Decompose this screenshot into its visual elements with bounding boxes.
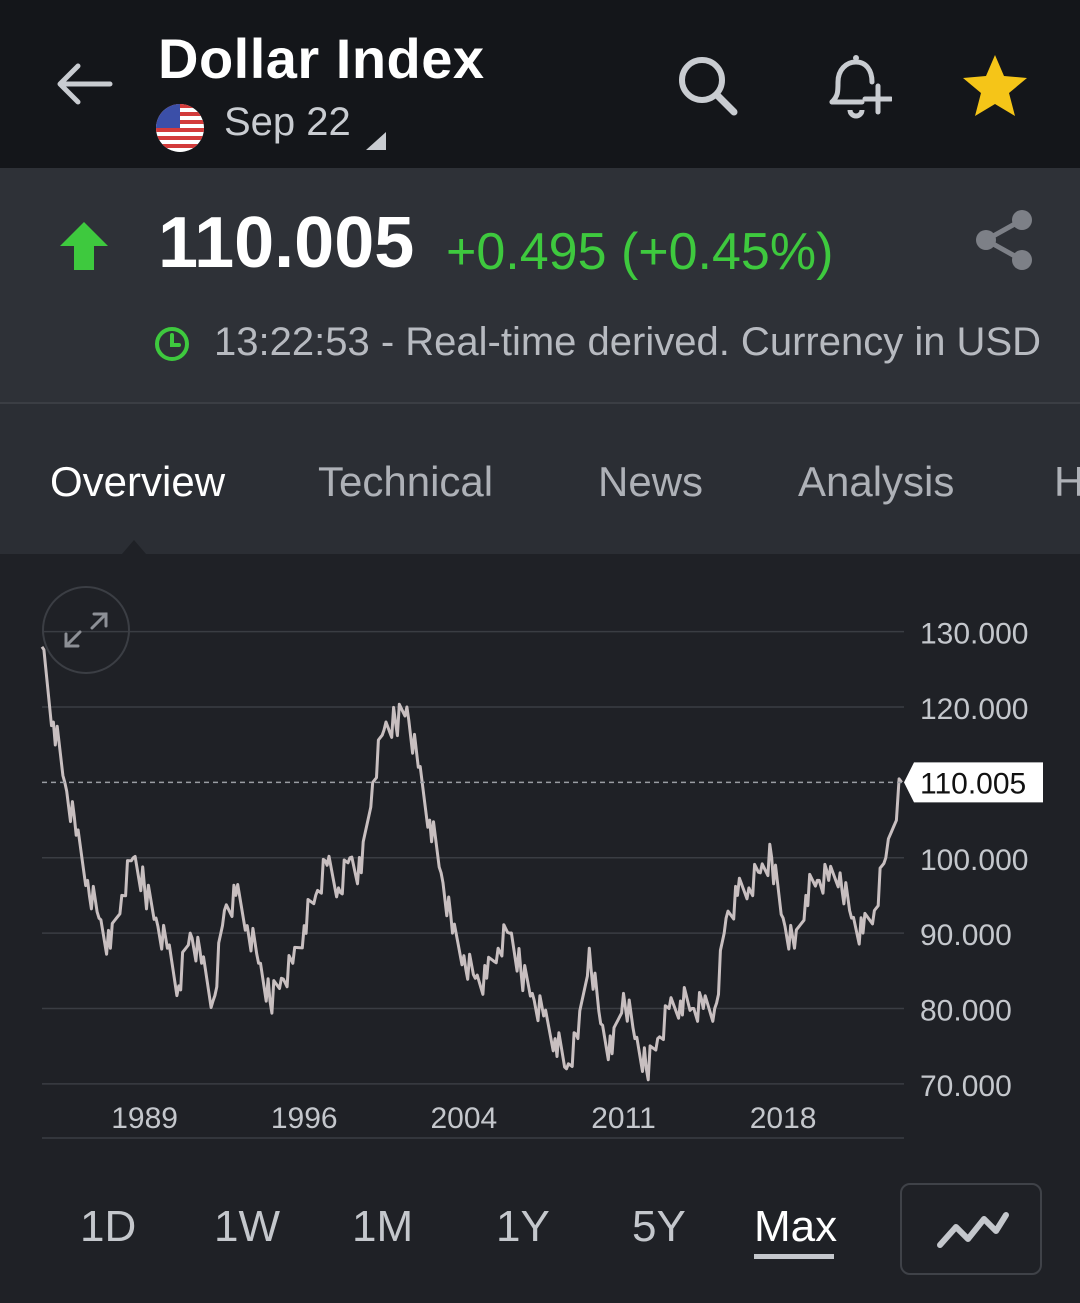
price-series-line (40, 645, 903, 1082)
chart-svg[interactable]: 130.000 120.000 100.000 90.000 80.000 70.000 1… (0, 554, 1080, 1174)
range-1y[interactable]: 1Y (496, 1202, 550, 1251)
app-header: Dollar Index Sep 22 (0, 0, 1080, 168)
y-tick-label: 100.000 (920, 844, 1028, 877)
us-flag-icon (156, 104, 204, 152)
search-icon[interactable] (672, 50, 742, 120)
time-range-selector: 1D 1W 1M 1Y 5Y Max (0, 1180, 1080, 1280)
back-arrow-icon[interactable] (52, 52, 116, 116)
quote-panel: 110.005 +0.495 (+0.45%) 13:22:53 - Real-… (0, 168, 1080, 404)
active-tab-indicator (122, 540, 146, 554)
price-up-arrow-icon (60, 222, 108, 270)
price-change: +0.495 (+0.45%) (446, 223, 834, 281)
tab-more[interactable]: H (1054, 458, 1080, 505)
tab-news[interactable]: News (598, 458, 704, 505)
range-1m[interactable]: 1M (352, 1202, 414, 1251)
tab-overview[interactable]: Overview (50, 458, 226, 505)
active-range-underline (754, 1254, 834, 1259)
last-price: 110.005 (158, 203, 415, 283)
line-chart-icon (937, 1212, 1009, 1248)
range-1d[interactable]: 1D (80, 1202, 137, 1251)
x-tick-label: 1996 (271, 1102, 338, 1135)
last-price-label-box (904, 762, 1043, 803)
last-price-label: 110.005 (920, 767, 1026, 800)
quote-timestamp: 13:22:53 - Real-time derived. Currency i… (214, 320, 1042, 364)
y-tick-label: 70.000 (920, 1070, 1012, 1103)
share-icon[interactable] (972, 208, 1036, 272)
price-chart[interactable]: 130.000 120.000 100.000 90.000 80.000 70.000 1… (0, 554, 1080, 1174)
range-1w[interactable]: 1W (214, 1202, 280, 1251)
y-tick-label: 90.000 (920, 919, 1012, 952)
favorite-star-icon[interactable] (960, 52, 1030, 122)
add-alert-icon[interactable] (822, 50, 892, 120)
y-tick-label: 120.000 (920, 693, 1028, 726)
range-max[interactable]: Max (754, 1202, 838, 1251)
section-tabs: Overview Technical News Analysis H (0, 404, 1080, 554)
instrument-title: Dollar Index (158, 27, 485, 90)
chart-type-button[interactable] (900, 1183, 1042, 1275)
y-tick-label: 130.000 (920, 618, 1028, 651)
contract-month-selector[interactable]: Sep 22 (224, 100, 351, 144)
range-5y[interactable]: 5Y (632, 1202, 686, 1251)
x-tick-label: 1989 (111, 1102, 178, 1135)
x-tick-label: 2018 (750, 1102, 817, 1135)
tab-analysis[interactable]: Analysis (798, 458, 955, 505)
expand-icon (64, 612, 108, 648)
y-tick-label: 80.000 (920, 994, 1012, 1027)
dropdown-caret-icon[interactable] (366, 132, 386, 150)
x-tick-label: 2011 (591, 1102, 656, 1135)
clock-icon (155, 327, 189, 361)
expand-chart-button[interactable] (42, 586, 130, 674)
tab-technical[interactable]: Technical (318, 458, 494, 505)
x-tick-label: 2004 (431, 1102, 498, 1135)
